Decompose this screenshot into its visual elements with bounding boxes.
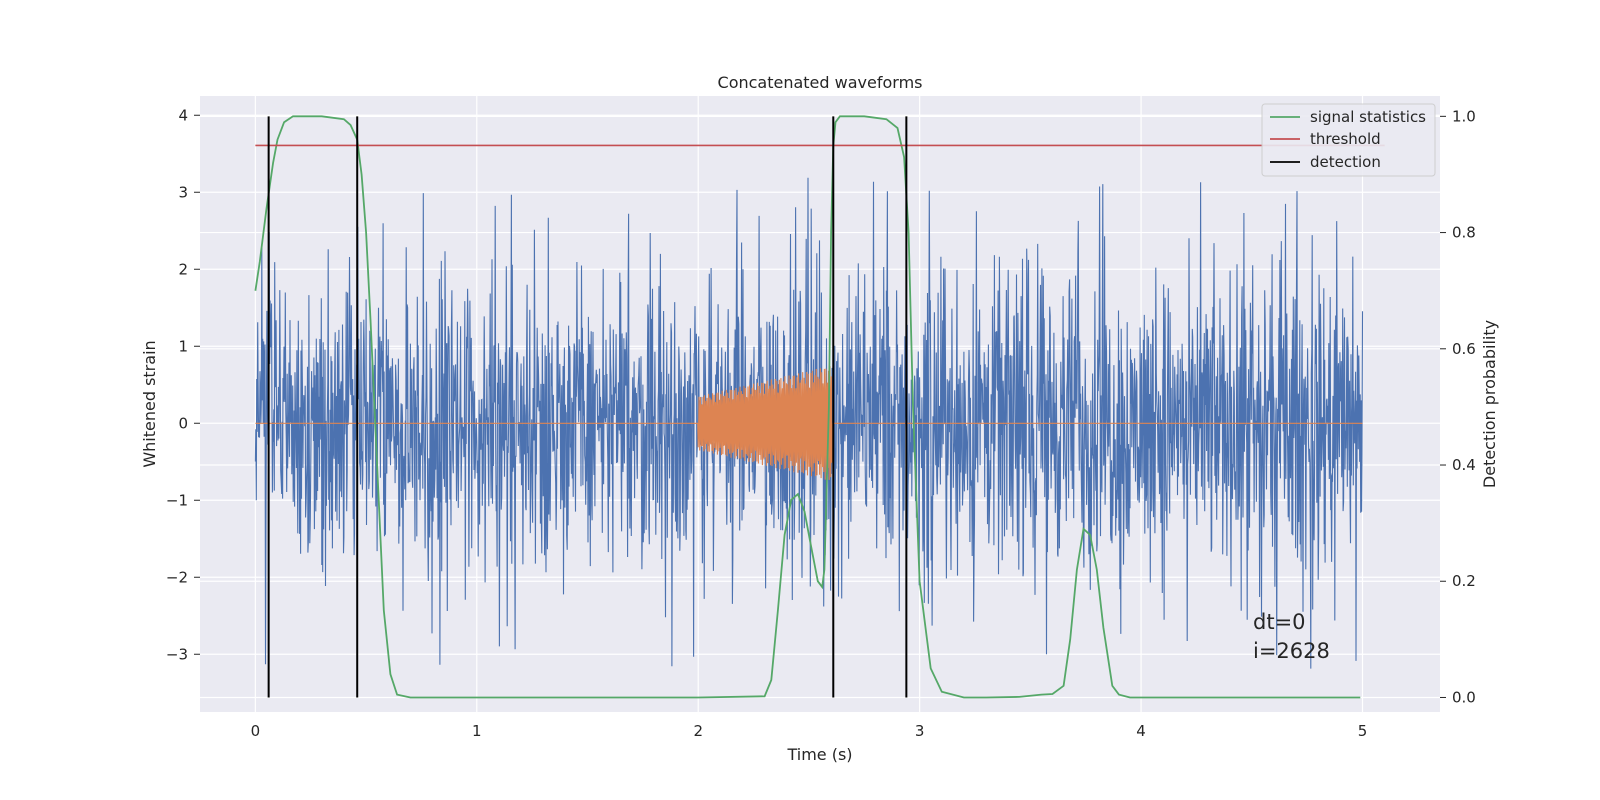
annotation-dt: dt=0 xyxy=(1253,610,1306,634)
x-tick-label: 1 xyxy=(472,722,482,740)
legend: signal statistics threshold detection xyxy=(1261,103,1436,177)
x-tick-label: 5 xyxy=(1358,722,1368,740)
x-axis: 0 1 2 3 4 5 xyxy=(251,722,1368,740)
y-left-tick-label: 4 xyxy=(178,106,188,124)
x-axis-label: Time (s) xyxy=(786,745,852,764)
y-axis-label-left: Whitened strain xyxy=(140,340,159,467)
plot-content xyxy=(254,115,1385,699)
y-axis-label-right: Detection probability xyxy=(1480,320,1499,488)
y-right-tick-label: 1.0 xyxy=(1452,107,1476,125)
left-axis: −3 −2 −1 0 1 2 3 4 xyxy=(166,106,200,663)
y-left-tick-label: 2 xyxy=(178,260,188,278)
y-right-tick-label: 0.6 xyxy=(1452,340,1476,358)
y-right-tick-label: 0.4 xyxy=(1452,456,1476,474)
legend-frame xyxy=(1261,103,1436,177)
y-left-tick-label: 0 xyxy=(178,414,188,432)
y-right-tick-label: 0.2 xyxy=(1452,572,1476,590)
y-left-tick-label: 1 xyxy=(178,337,188,355)
template-waveform-line xyxy=(255,366,1363,480)
y-left-tick-label: −3 xyxy=(166,645,188,663)
y-right-tick-label: 0.0 xyxy=(1452,688,1476,706)
annotation-i: i=2628 xyxy=(1253,639,1330,663)
x-tick-label: 0 xyxy=(251,722,261,740)
legend-label-detection: detection xyxy=(1310,153,1381,171)
y-left-tick-label: 3 xyxy=(178,183,188,201)
y-left-tick-label: −1 xyxy=(166,491,188,509)
legend-label-threshold: threshold xyxy=(1310,130,1381,148)
right-axis: 0.0 0.2 0.4 0.6 0.8 1.0 xyxy=(1440,107,1476,706)
x-tick-label: 2 xyxy=(693,722,703,740)
x-tick-label: 3 xyxy=(915,722,925,740)
chart-title: Concatenated waveforms xyxy=(718,73,923,92)
y-right-tick-label: 0.8 xyxy=(1452,224,1476,242)
legend-label-signal-statistics: signal statistics xyxy=(1310,108,1426,126)
y-left-tick-label: −2 xyxy=(166,568,188,586)
x-tick-label: 4 xyxy=(1136,722,1146,740)
